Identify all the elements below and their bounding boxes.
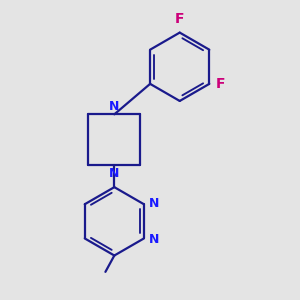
Text: N: N [109, 100, 119, 112]
Text: F: F [175, 12, 184, 26]
Text: N: N [109, 167, 119, 180]
Text: F: F [216, 77, 225, 91]
Text: N: N [149, 196, 160, 210]
Text: N: N [149, 233, 160, 246]
